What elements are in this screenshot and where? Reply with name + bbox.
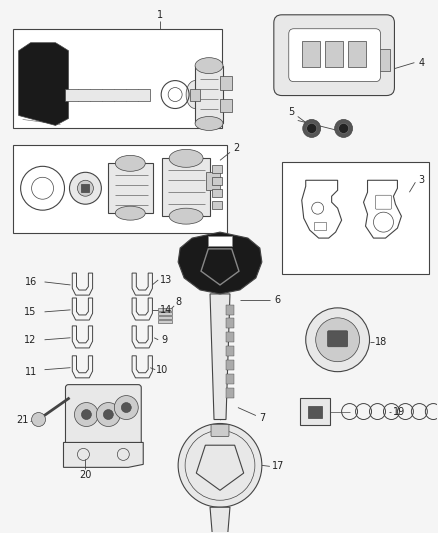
Text: 15: 15 bbox=[25, 307, 37, 317]
Ellipse shape bbox=[169, 208, 203, 224]
FancyBboxPatch shape bbox=[328, 331, 348, 347]
Bar bbox=[81, 184, 89, 192]
Circle shape bbox=[78, 180, 93, 196]
Ellipse shape bbox=[195, 58, 223, 74]
Circle shape bbox=[316, 318, 360, 362]
Bar bbox=[190, 88, 200, 101]
Text: 11: 11 bbox=[25, 367, 37, 377]
Circle shape bbox=[303, 119, 321, 138]
Circle shape bbox=[81, 409, 92, 419]
Bar bbox=[226, 360, 234, 370]
Text: 2: 2 bbox=[233, 143, 239, 154]
Text: 17: 17 bbox=[272, 462, 284, 471]
Bar bbox=[66, 88, 150, 101]
Ellipse shape bbox=[115, 206, 145, 220]
Circle shape bbox=[103, 409, 113, 419]
FancyBboxPatch shape bbox=[289, 29, 381, 82]
Ellipse shape bbox=[186, 80, 204, 109]
Circle shape bbox=[306, 308, 370, 372]
Text: 7: 7 bbox=[259, 413, 265, 423]
Bar bbox=[212, 165, 222, 173]
Bar bbox=[158, 312, 172, 315]
Bar bbox=[226, 318, 234, 328]
Bar bbox=[348, 41, 366, 67]
Bar bbox=[314, 222, 326, 230]
Ellipse shape bbox=[169, 149, 203, 167]
Text: 19: 19 bbox=[393, 407, 406, 416]
Polygon shape bbox=[210, 294, 230, 419]
Bar bbox=[158, 308, 172, 311]
Text: 12: 12 bbox=[25, 335, 37, 345]
Text: 3: 3 bbox=[418, 175, 424, 185]
Circle shape bbox=[74, 402, 99, 426]
Circle shape bbox=[178, 424, 262, 507]
Text: 6: 6 bbox=[275, 295, 281, 305]
Bar bbox=[308, 406, 321, 417]
Bar bbox=[302, 41, 320, 67]
Bar bbox=[13, 29, 222, 128]
Bar bbox=[374, 49, 390, 71]
Text: 4: 4 bbox=[418, 58, 424, 68]
Circle shape bbox=[114, 395, 138, 419]
Text: 21: 21 bbox=[17, 415, 29, 424]
Text: 18: 18 bbox=[375, 337, 388, 347]
Bar bbox=[226, 374, 234, 384]
Polygon shape bbox=[178, 232, 262, 294]
Text: 14: 14 bbox=[160, 305, 172, 315]
Bar bbox=[206, 172, 220, 190]
Bar bbox=[325, 41, 343, 67]
Bar bbox=[158, 320, 172, 323]
Circle shape bbox=[32, 413, 46, 426]
Bar bbox=[220, 76, 232, 90]
Text: 20: 20 bbox=[79, 470, 92, 480]
Text: 5: 5 bbox=[289, 108, 295, 117]
Ellipse shape bbox=[195, 117, 223, 131]
Polygon shape bbox=[19, 43, 68, 125]
Bar bbox=[212, 177, 222, 185]
FancyBboxPatch shape bbox=[274, 15, 395, 95]
Circle shape bbox=[335, 119, 353, 138]
Bar bbox=[212, 201, 222, 209]
Bar bbox=[108, 163, 153, 213]
Circle shape bbox=[96, 402, 120, 426]
Bar bbox=[300, 398, 330, 425]
FancyBboxPatch shape bbox=[211, 424, 229, 437]
Bar bbox=[195, 66, 223, 124]
Bar bbox=[208, 236, 232, 246]
Circle shape bbox=[307, 124, 317, 133]
Text: 8: 8 bbox=[175, 297, 181, 307]
Bar bbox=[226, 387, 234, 398]
Ellipse shape bbox=[115, 155, 145, 171]
Bar bbox=[226, 332, 234, 342]
Bar bbox=[226, 305, 234, 315]
Bar bbox=[226, 346, 234, 356]
Polygon shape bbox=[210, 507, 230, 533]
Bar bbox=[13, 146, 227, 233]
Circle shape bbox=[70, 172, 101, 204]
Text: 10: 10 bbox=[156, 365, 168, 375]
Bar bbox=[158, 316, 172, 319]
Text: 9: 9 bbox=[161, 335, 167, 345]
Polygon shape bbox=[64, 442, 143, 467]
FancyBboxPatch shape bbox=[66, 385, 141, 446]
Circle shape bbox=[339, 124, 349, 133]
Circle shape bbox=[121, 402, 131, 413]
Bar bbox=[212, 189, 222, 197]
Bar bbox=[220, 99, 232, 112]
Text: 16: 16 bbox=[25, 277, 37, 287]
Text: 13: 13 bbox=[160, 275, 172, 285]
Text: 1: 1 bbox=[157, 10, 163, 20]
Bar bbox=[282, 163, 429, 274]
Bar bbox=[162, 158, 210, 216]
